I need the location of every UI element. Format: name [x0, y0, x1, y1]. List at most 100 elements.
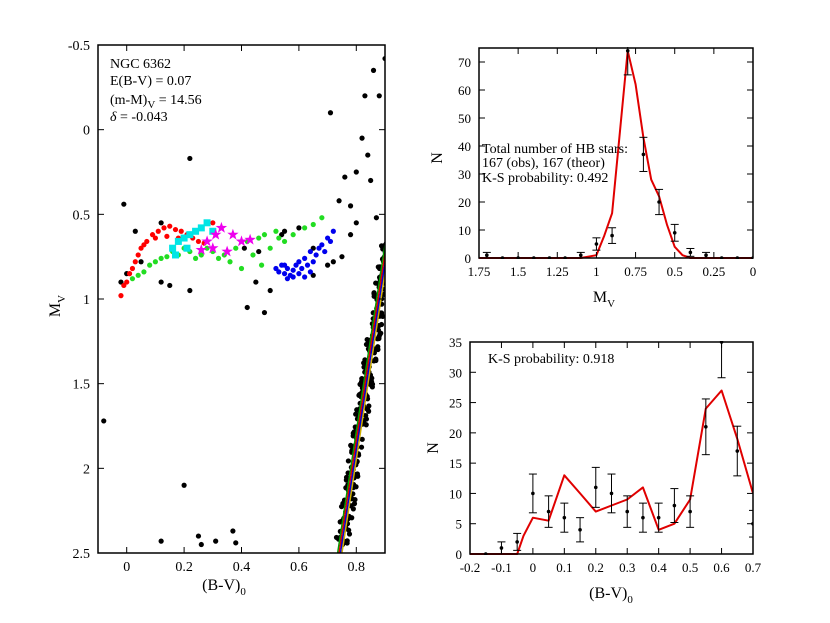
cmd-point-green [256, 235, 262, 241]
rgb-star [388, 267, 393, 272]
mvh-y-tick-label: 0 [465, 251, 472, 266]
cmd-point-black [198, 541, 204, 548]
mvh-observed-point [657, 200, 661, 204]
cmd-point-blue [284, 276, 291, 282]
cmd-modulus-value: = 14.56 [155, 93, 201, 108]
cmd-point-black [253, 279, 259, 285]
cmd-point-square-cyan [209, 227, 217, 235]
bvh-y-tick-label: 20 [449, 426, 462, 441]
cmd-point-green [233, 245, 239, 251]
mv-histogram-panel: 1.75 1.5 1.25 1 0.75 0.5 0.25 0010203040506070 … [429, 47, 756, 310]
rgb-star [333, 534, 340, 541]
mv-histogram-note-3: K-S probability: 0.492 [482, 171, 608, 186]
bvh-observed-point [641, 515, 645, 520]
rgb-star [387, 263, 392, 268]
cmd-point-green [258, 262, 265, 268]
cmd-point-blue [307, 269, 313, 275]
rgb-star [376, 335, 382, 342]
cmd-point-star-magenta [235, 235, 248, 247]
cmd-point-blue [276, 269, 282, 275]
cmd-point-black [138, 259, 144, 265]
cmd-point-black [244, 304, 250, 311]
cmd-point-black [325, 262, 331, 268]
rgb-star [359, 376, 365, 382]
cmd-point-black [347, 232, 354, 238]
rgb-star [345, 458, 351, 464]
rgb-star [368, 382, 374, 388]
rgb-star [389, 244, 394, 249]
mvh-x-tick-label: 0.75 [624, 264, 647, 279]
rgb-star [366, 408, 372, 414]
cmd-point-green [290, 232, 296, 238]
mv-histogram-x-axis-label: MV [593, 289, 615, 310]
cmd-y-tick-label: 1 [83, 293, 90, 308]
cmd-point-blue [313, 252, 319, 258]
bvh-observed-point [515, 540, 519, 544]
bvh-observed-point [672, 503, 677, 508]
cmd-point-black [101, 418, 107, 424]
cmd-point-black [233, 540, 239, 546]
cmd-x-tick-label: 0 [123, 560, 130, 575]
cmd-point-black [336, 198, 342, 204]
cmd-point-blue [302, 274, 308, 280]
mv-histogram-note-2: 167 (obs), 167 (theor) [482, 156, 605, 171]
bvh-observed-point [625, 509, 630, 514]
cmd-y-tick-label: -0.5 [68, 39, 90, 54]
cmd-point-green [276, 235, 282, 241]
bvh-x-tick-label: 0.3 [619, 560, 635, 575]
cmd-point-blue [296, 259, 302, 265]
mvh-observed-point [610, 233, 614, 238]
cmd-point-blue [302, 255, 308, 261]
bvh-x-tick-label: 0.2 [588, 560, 604, 575]
cmd-point-star-magenta [244, 233, 256, 245]
cmd-modulus-main: (m-M) [110, 93, 148, 108]
cmd-xlabel-main: (B-V) [202, 577, 240, 594]
rgb-star [371, 290, 377, 297]
bvh-observed-point [735, 449, 740, 453]
cmd-point-green [267, 245, 273, 251]
rgb-star [392, 240, 397, 245]
cmd-x-tick-label: 0.2 [175, 560, 193, 575]
cmd-y-tick-label: 2 [83, 462, 90, 477]
cmd-point-black [132, 228, 138, 234]
cmd-point-blue [293, 262, 299, 268]
bvh-x-tick-label: 0.6 [713, 560, 730, 575]
rgb-star [352, 497, 358, 503]
bvh-y-tick-label: 5 [456, 517, 463, 532]
bvh-clipped [470, 341, 753, 555]
cmd-point-square-cyan [174, 237, 182, 245]
mvh-observed-point [578, 253, 583, 257]
cmd-point-green [141, 269, 147, 275]
cmd-point-black [181, 482, 187, 488]
cmd-clipped [101, 55, 397, 553]
cmd-point-star-magenta [215, 221, 228, 233]
cmd-point-green [250, 252, 256, 258]
cmd-delta-value: = -0.043 [117, 110, 168, 125]
cmd-data-layer [101, 55, 397, 553]
cmd-x-axis-label: (B-V)0 [202, 577, 246, 598]
cmd-point-black [296, 225, 302, 231]
bvh-x-tick-label: 0.4 [651, 560, 668, 575]
rgb-star [373, 280, 379, 286]
isochrone-line-yellow [341, 267, 385, 553]
cmd-point-black [376, 93, 382, 99]
rgb-star [363, 412, 369, 419]
rgb-star [366, 403, 372, 409]
bv-histogram-note: K-S probability: 0.918 [488, 352, 614, 367]
cmd-point-square-cyan [183, 244, 191, 252]
rgb-star [385, 248, 390, 253]
bv-histogram-x-axis-label: (B-V)0 [589, 585, 633, 606]
rgb-star [357, 391, 363, 398]
rgb-star [389, 241, 394, 246]
cmd-point-blue [284, 265, 291, 272]
cmd-point-black [347, 203, 354, 209]
cmd-point-red [144, 238, 150, 245]
cmd-point-black [353, 169, 359, 175]
cmd-point-green [135, 272, 141, 278]
mvh-y-tick-label: 70 [458, 55, 471, 70]
cmd-point-red [138, 245, 144, 251]
cmd-point-black [310, 245, 316, 251]
mv-xlabel-sub: V [607, 298, 615, 310]
rgb-star [354, 407, 360, 413]
